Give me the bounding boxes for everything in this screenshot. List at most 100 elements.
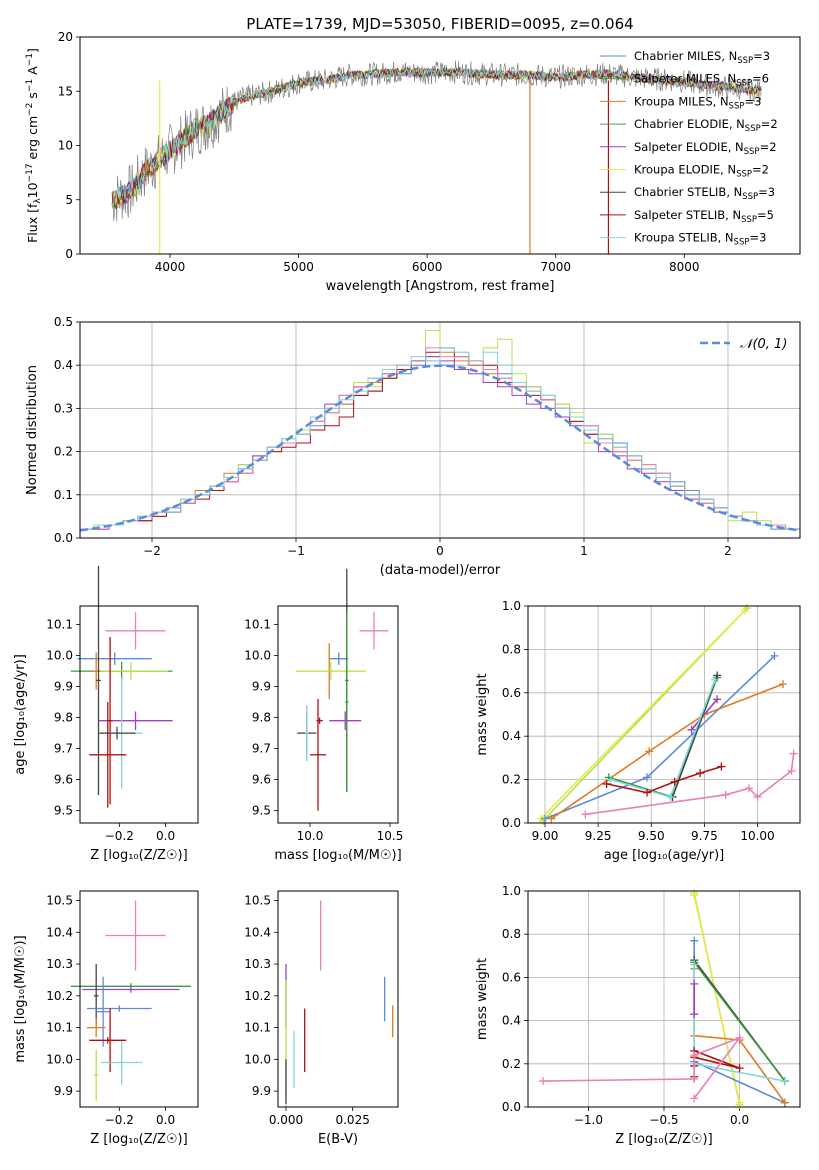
x-tick-label: 2 <box>724 544 732 558</box>
y-tick-label: 0.3 <box>54 401 73 415</box>
x-axis-label: wavelength [Angstrom, rest frame] <box>326 279 555 294</box>
spectrum-frame <box>79 36 801 255</box>
y-tick-label: 10.3 <box>46 957 73 971</box>
y-tick-label: 0.2 <box>54 445 73 459</box>
y-tick-label: 9.9 <box>252 680 271 694</box>
mass_vs_Z-axes: −0.2 0.0 9.9 10.0 10.1 10.2 10.3 10.4 10.5 Z [log… <box>13 894 188 1147</box>
mass_vs_EBV-points <box>285 900 394 1107</box>
y-tick-label: 9.5 <box>54 804 73 818</box>
x-axis-label: Z [log₁₀(Z/Z☉)] <box>90 1132 187 1147</box>
y-tick-label: 15 <box>58 84 73 98</box>
weight-marker <box>670 777 679 786</box>
weight-marker <box>735 1064 744 1073</box>
y-tick-label: 10.3 <box>244 957 271 971</box>
age_vs_Z-points <box>70 565 173 808</box>
y-label-part: ] <box>25 48 40 53</box>
x-axis-label: mass [log₁₀(M/M☉)] <box>274 848 401 863</box>
weight-marker <box>690 891 699 900</box>
y-tick-label: 10.5 <box>244 894 271 908</box>
legend-label: Salpeter ELODIE, NSSP=2 <box>634 140 777 157</box>
x-tick-label: 0.000 <box>269 1113 303 1127</box>
y-label-part: 10 <box>25 182 40 198</box>
y-tick-label: 0 <box>65 247 73 261</box>
residuals-frame <box>79 321 801 539</box>
weight_vs_Z-series <box>539 889 789 1109</box>
y-tick-label: 0.0 <box>502 816 521 830</box>
weight-marker <box>696 769 705 778</box>
x-tick-label: 9.50 <box>638 829 665 843</box>
age_vs_mass-frame <box>277 605 399 824</box>
y-tick-label: 10.1 <box>244 1021 271 1035</box>
y-tick-label: 0.6 <box>502 970 521 984</box>
normal-curve <box>80 364 800 532</box>
spectrum-y-axis-label: Flux [fλ10−17 erg cm−2 s−1 A−1] <box>25 48 43 243</box>
weight-marker <box>690 960 699 969</box>
x-tick-label: 0.0 <box>156 829 175 843</box>
x-tick-label: −0.2 <box>105 829 134 843</box>
mass_vs_EBV-axes: 0.000 0.025 9.9 10.0 10.1 10.2 10.3 10.4 10.5 E(B… <box>244 894 370 1147</box>
x-tick-label: 9.25 <box>585 829 612 843</box>
x-axis-label: age [log₁₀(age/yr)] <box>604 848 725 863</box>
y-label-part: −17 <box>25 163 35 182</box>
residuals-plot <box>80 330 800 538</box>
y-label-part: erg cm <box>25 116 40 164</box>
y-label-part: A <box>25 66 40 79</box>
x-tick-label: 6000 <box>412 260 443 274</box>
y-tick-label: 10.1 <box>46 1021 73 1035</box>
y-tick-label: 0.4 <box>54 358 73 372</box>
legend-label: Kroupa ELODIE, NSSP=2 <box>634 163 769 180</box>
weight-marker <box>745 784 753 793</box>
weight-marker <box>643 788 651 797</box>
y-label-part: s <box>25 92 40 103</box>
age_vs_mass-points <box>295 568 389 811</box>
x-tick-label: 10.00 <box>740 829 774 843</box>
weight-marker <box>789 749 798 758</box>
x-tick-label: 10.0 <box>297 829 324 843</box>
y-tick-label: 9.6 <box>252 773 271 787</box>
age_vs_mass-axes: 10.0 10.5 9.5 9.6 9.7 9.8 9.9 10.0 10.1 mass [log… <box>244 618 403 863</box>
y-tick-label: 9.9 <box>252 1084 271 1098</box>
spectrum-axes: 4000 5000 6000 7000 8000 0 5 10 15 20 wavelength [… <box>58 30 700 294</box>
weight-line <box>550 683 784 820</box>
weight-marker <box>787 766 796 775</box>
x-tick-label: 9.00 <box>532 829 559 843</box>
weight-marker <box>643 773 651 782</box>
weight_vs_Z-frame <box>527 890 801 1108</box>
y-tick-label: 10.0 <box>46 649 73 663</box>
y-tick-label: 9.7 <box>252 742 271 756</box>
legend-label: Chabrier STELIB, NSSP=3 <box>634 185 775 202</box>
x-tick-label: −0.5 <box>649 1113 678 1127</box>
x-tick-label: 9.75 <box>691 829 718 843</box>
mass_vs_EBV-frame <box>277 890 399 1108</box>
x-tick-label: 0 <box>436 544 444 558</box>
weight-marker <box>713 671 722 680</box>
y-tick-label: 10.4 <box>46 925 73 939</box>
weight-marker <box>547 814 556 823</box>
weight-marker <box>581 810 590 819</box>
y-tick-label: 10.2 <box>46 989 73 1003</box>
weight-marker <box>666 792 675 801</box>
legend-label: Chabrier ELODIE, NSSP=2 <box>634 117 778 134</box>
y-axis-label: age [log₁₀(age/yr)] <box>13 654 28 775</box>
weight-marker <box>645 747 654 756</box>
y-tick-label: 10 <box>58 139 73 153</box>
y-axis-label: Normed distribution <box>25 365 40 495</box>
y-tick-label: 0.0 <box>54 531 73 545</box>
x-axis-label: (data-model)/error <box>380 563 501 578</box>
residuals-axes: −2 −1 0 1 2 0.0 0.1 0.2 0.3 0.4 0.5 (data-model)/er… <box>25 315 800 578</box>
weight-marker <box>721 790 730 799</box>
y-tick-label: 10.5 <box>46 894 73 908</box>
y-tick-label: 0.8 <box>502 927 521 941</box>
weight-marker <box>690 936 699 945</box>
y-tick-label: 20 <box>58 30 73 44</box>
y-tick-label: 0.4 <box>502 1014 521 1028</box>
weight-marker <box>770 651 779 660</box>
y-axis-label: mass [log₁₀(M/M☉)] <box>13 935 28 1062</box>
y-tick-label: 9.9 <box>54 680 73 694</box>
weight-marker <box>717 762 726 771</box>
weight-marker <box>690 1094 699 1103</box>
y-tick-label: 9.7 <box>54 742 73 756</box>
spectrum-plot <box>111 60 762 254</box>
